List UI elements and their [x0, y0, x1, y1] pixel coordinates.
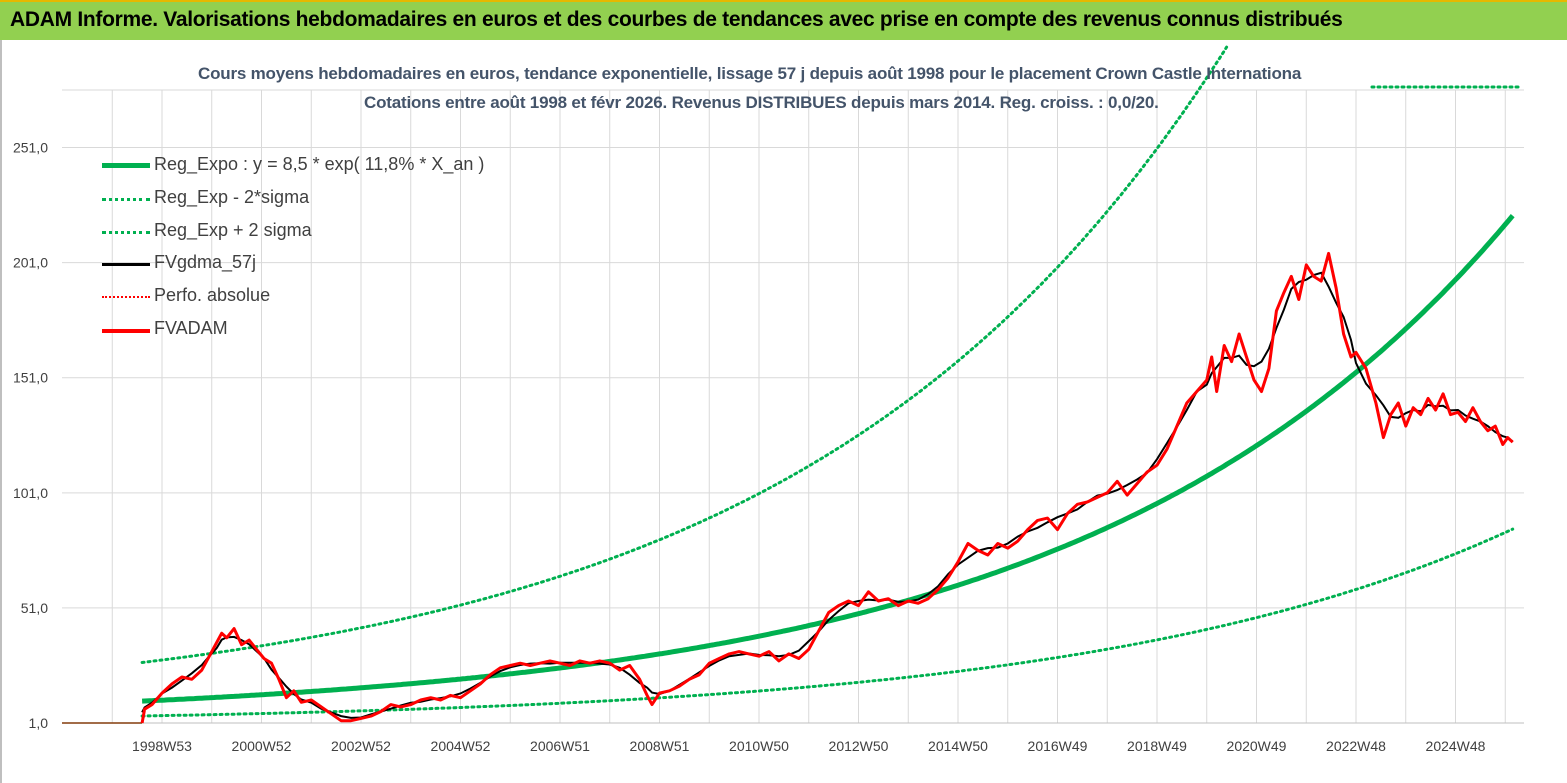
legend-label: Reg_Exp + 2 sigma — [154, 220, 312, 240]
legend-swatch-reg-expo — [102, 163, 150, 168]
chart-title-line2: Cotations entre août 1998 et févr 2026. … — [364, 93, 1159, 112]
x-tick-label: 2022W48 — [1326, 738, 1386, 754]
fvadam-line — [140, 251, 1514, 724]
legend-swatch-reg-minus — [102, 198, 150, 201]
fvgdma-57j-line — [141, 271, 1514, 719]
reg-plus-2sigma-line — [140, 45, 1229, 664]
chart-title-line1: Cours moyens hebdomadaires en euros, ten… — [198, 64, 1302, 83]
x-tick-label: 2000W52 — [232, 738, 292, 754]
x-tick-label: 2020W49 — [1227, 738, 1287, 754]
x-tick-label: 2004W52 — [431, 738, 491, 754]
y-tick-label: 251,0 — [13, 140, 48, 156]
legend-label: Reg_Exp - 2*sigma — [154, 187, 310, 207]
legend-swatch-reg-plus — [102, 231, 150, 234]
legend-swatch-fvadam — [102, 329, 150, 333]
x-tick-label: 2018W49 — [1127, 738, 1187, 754]
chart-area: 1,0 51,0 101,0 151,0 201,0 251,0 1998W53 2000W5… — [0, 40, 1567, 783]
legend-label: FVgdma_57j — [154, 252, 257, 272]
reg-minus-2sigma-line — [140, 527, 1515, 718]
legend-swatch-perfo — [102, 296, 150, 298]
x-tick-label: 2016W49 — [1028, 738, 1088, 754]
legend-label: FVADAM — [154, 318, 228, 338]
x-tick-label: 2012W50 — [829, 738, 889, 754]
y-tick-label: 51,0 — [21, 600, 48, 616]
legend-label: Reg_Expo : y = 8,5 * exp( 11,8% * X_an ) — [154, 154, 485, 174]
x-tick-label: 2024W48 — [1426, 738, 1486, 754]
x-tick-label: 2014W50 — [928, 738, 988, 754]
reg-expo-line — [142, 213, 1515, 704]
y-tick-label: 101,0 — [13, 485, 48, 501]
y-tick-label: 151,0 — [13, 370, 48, 386]
price-trend-chart: 1,0 51,0 101,0 151,0 201,0 251,0 1998W53 2000W5… — [13, 45, 1524, 754]
x-tick-label: 2008W51 — [630, 738, 690, 754]
report-title: ADAM Informe. Valorisations hebdomadaire… — [10, 8, 1343, 31]
x-tick-label: 2006W51 — [530, 738, 590, 754]
x-tick-label: 2002W52 — [331, 738, 391, 754]
y-tick-label: 1,0 — [29, 715, 49, 731]
report-banner: ADAM Informe. Valorisations hebdomadaire… — [0, 0, 1567, 40]
x-tick-label: 2010W50 — [729, 738, 789, 754]
x-tick-label: 1998W53 — [132, 738, 192, 754]
y-tick-label: 201,0 — [13, 255, 48, 271]
legend-label: Perfo. absolue — [154, 285, 271, 305]
legend-swatch-fvgdma — [102, 263, 150, 266]
